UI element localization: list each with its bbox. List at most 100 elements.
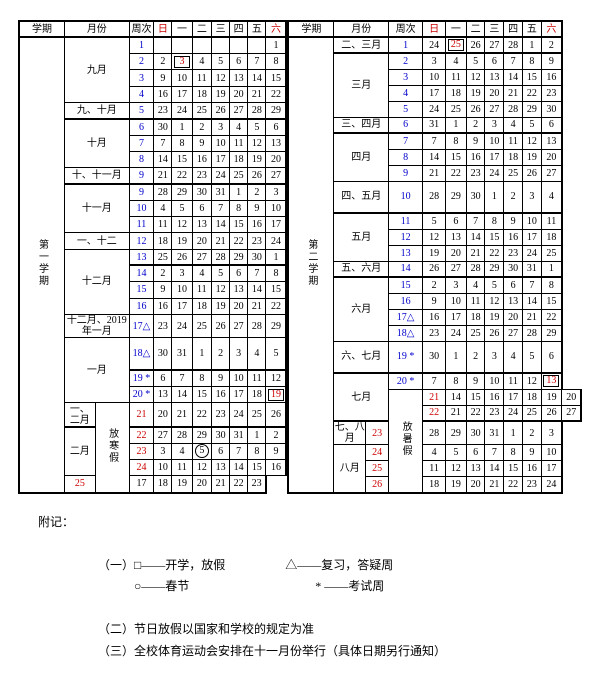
- week-number: 25: [366, 461, 389, 477]
- month-label: 十二月: [65, 249, 130, 314]
- week-number: 6: [129, 119, 154, 135]
- calendar-day: 12: [446, 461, 467, 477]
- calendar-day: 16: [266, 460, 286, 476]
- calendar-day: 16: [485, 389, 504, 405]
- calendar-day: 17: [541, 461, 562, 477]
- month-label: 五月: [334, 213, 389, 261]
- calendar-day: 24: [423, 101, 446, 117]
- calendar-day: 6: [230, 265, 248, 281]
- calendar-day: 8: [192, 370, 212, 386]
- calendar-day: 20: [192, 233, 212, 249]
- week-number: 7: [129, 135, 154, 151]
- calendar-day: 5: [466, 53, 485, 69]
- calendar-day: 7: [172, 370, 192, 386]
- calendar-day: 12: [248, 135, 266, 151]
- calendar-day: 14: [172, 387, 192, 403]
- week-number: 26: [366, 477, 389, 493]
- calendar-day: 6: [485, 53, 504, 69]
- calendar-day: 11: [446, 69, 467, 85]
- calendar-day: 5: [192, 443, 212, 459]
- calendar-day: 15: [504, 461, 523, 477]
- calendar-day: 31: [212, 184, 230, 200]
- month-label: 十月: [65, 119, 130, 168]
- calendar-day: 7: [423, 133, 446, 149]
- calendar-day: 11: [192, 70, 212, 86]
- calendar-day: 17: [129, 476, 154, 493]
- calendar-day: 11: [248, 370, 266, 386]
- calendar-day: 4: [172, 443, 192, 459]
- week-number: 15: [389, 277, 423, 293]
- calendar-day: 9: [154, 70, 172, 86]
- calendar-day: 16: [212, 387, 230, 403]
- week-number: 1: [389, 37, 423, 53]
- calendar-day: 24: [446, 325, 467, 341]
- week-number: 17△: [389, 309, 423, 325]
- calendar-day: 20: [154, 403, 172, 427]
- calendar-day: 1: [248, 427, 266, 443]
- calendar-day: 19: [485, 309, 504, 325]
- week-number: 22: [423, 405, 446, 421]
- week-number: 8: [389, 149, 423, 165]
- calendar-day: 14: [248, 70, 266, 86]
- calendar-day: 14: [446, 389, 467, 405]
- week-number: 6: [389, 117, 423, 133]
- calendar-day: 16: [154, 298, 172, 314]
- calendar-day: 27: [154, 427, 172, 443]
- calendar-day: 11: [172, 460, 192, 476]
- calendar-day: 18: [446, 85, 467, 101]
- week-number: 11: [389, 213, 423, 229]
- calendar-day: 27: [230, 314, 248, 337]
- calendar-day: 17: [230, 387, 248, 403]
- calendar-day: 25: [523, 405, 542, 421]
- calendar-day: 4: [446, 53, 467, 69]
- calendar-day: 19: [466, 85, 485, 101]
- calendar-day: 3: [154, 443, 172, 459]
- calendar-day: 8: [172, 135, 192, 151]
- calendar-day: 24: [423, 37, 446, 53]
- month-label: 七月: [334, 373, 389, 421]
- calendar-day: 25: [466, 325, 485, 341]
- calendar-day: 16: [466, 149, 485, 165]
- calendar-day: 6: [212, 443, 230, 459]
- week-number: 12: [389, 229, 423, 245]
- calendar-day: 31: [523, 261, 542, 277]
- week-number: 22: [129, 427, 154, 443]
- calendar-day: 20: [230, 86, 248, 102]
- calendar-day: 12: [523, 133, 542, 149]
- calendar-day: 22: [230, 233, 248, 249]
- calendar-day: 8: [485, 213, 504, 229]
- calendar-day: 21: [212, 233, 230, 249]
- week-number: 18△: [389, 325, 423, 341]
- calendar-day: 1: [446, 341, 467, 373]
- calendar-day: 24: [172, 314, 192, 337]
- calendar-day: 28: [504, 37, 523, 53]
- calendar-day: 24: [212, 168, 230, 184]
- week-number: 4: [389, 85, 423, 101]
- calendar-day: 9: [266, 443, 286, 459]
- calendar-day: 7: [423, 373, 446, 389]
- week-number: 25: [65, 476, 96, 493]
- calendar-day: 6: [192, 200, 212, 216]
- calendar-day: 24: [485, 165, 504, 181]
- calendar-day: 19: [212, 298, 230, 314]
- month-label: 五、六月: [334, 261, 389, 277]
- calendar-day: 20: [504, 309, 523, 325]
- calendar-day: 26: [466, 101, 485, 117]
- week-number: 13: [389, 245, 423, 261]
- hdr-day: 三: [212, 21, 230, 37]
- calendar-day: 7: [485, 445, 504, 461]
- week-number: 2: [389, 53, 423, 69]
- calendar-day: 17: [523, 229, 542, 245]
- calendar-day: 1: [523, 37, 542, 53]
- week-number: 17△: [129, 314, 154, 337]
- calendar-day: 31: [485, 421, 504, 445]
- calendar-day: 24: [541, 477, 562, 493]
- calendar-day: 8: [266, 265, 286, 281]
- calendar-day: 21: [423, 165, 446, 181]
- calendar-day: 15: [466, 389, 485, 405]
- calendar-day: 12: [212, 70, 230, 86]
- calendar-day: 18: [248, 387, 266, 403]
- calendar-day: 4: [541, 181, 562, 213]
- calendar-day: 22: [172, 168, 192, 184]
- calendar-day: 8: [541, 277, 562, 293]
